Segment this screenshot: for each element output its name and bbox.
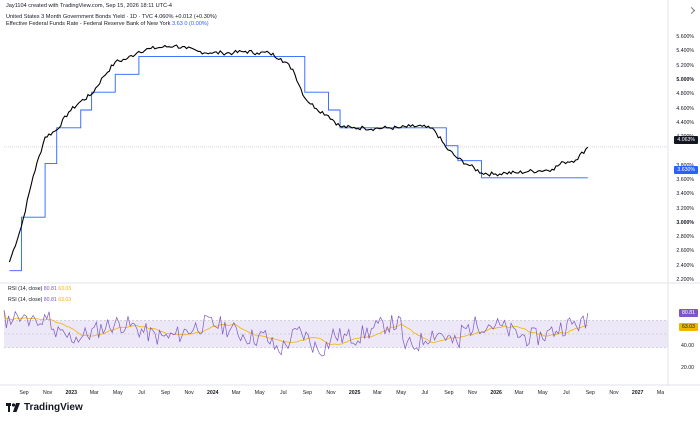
time-axis-label: Sep bbox=[19, 390, 29, 396]
price-axis-label: 5.600% bbox=[676, 34, 694, 41]
time-axis-label: Nov bbox=[609, 390, 619, 396]
series1-name: United States 3 Month Government Bonds Y… bbox=[6, 14, 153, 20]
price-axis-label: 5.000% bbox=[676, 77, 694, 83]
price-axis-label: 3.400% bbox=[676, 191, 694, 198]
time-axis-label: Jul bbox=[562, 390, 570, 396]
price-axis-label: 5.200% bbox=[676, 62, 694, 69]
time-axis-label: Mar bbox=[373, 390, 382, 396]
series1-legend: United States 3 Month Government Bonds Y… bbox=[6, 14, 217, 21]
rsi-label-1: RSI (14, close) 80.81 63.03 bbox=[8, 286, 72, 292]
price-axis-label: 3.800% bbox=[676, 163, 694, 169]
price-axis-label: 2.600% bbox=[676, 248, 694, 255]
time-axis-label: Mar bbox=[514, 390, 524, 396]
time-axis-label: Sep bbox=[585, 390, 595, 396]
series2-legend: Effective Federal Funds Rate - Federal R… bbox=[6, 21, 209, 28]
time-axis-label: Jul bbox=[280, 390, 287, 396]
time-axis-label: Nov bbox=[467, 390, 478, 396]
time-axis-label: Sep bbox=[444, 390, 454, 396]
time-axis-label: May bbox=[396, 390, 407, 396]
price-axis-label: 4.600% bbox=[676, 105, 694, 112]
time-axis-label: 2026 bbox=[490, 390, 502, 396]
time-axis-label: May bbox=[112, 390, 123, 396]
time-axis-label: Mar bbox=[89, 390, 99, 396]
series1-change: +0.012 (+0.30%) bbox=[175, 14, 217, 20]
time-axis-label: Nov bbox=[326, 390, 336, 396]
series2-name: Effective Federal Funds Rate - Federal R… bbox=[6, 21, 171, 27]
time-axis-label: Jul bbox=[421, 390, 429, 396]
creator-line: Jay1104 created with TradingView.com, Se… bbox=[6, 3, 173, 9]
time-axis-label: May bbox=[537, 390, 548, 396]
logo-text: TradingView bbox=[24, 402, 83, 413]
rsi-axis-20: 20.00 bbox=[681, 365, 694, 371]
tradingview-logo-icon bbox=[6, 403, 20, 412]
effr-tag: 3.630% bbox=[674, 166, 698, 174]
time-axis-label: Ma bbox=[656, 390, 665, 396]
tradingview-logo: TradingView bbox=[6, 402, 83, 413]
price-axis-label: 2.200% bbox=[676, 277, 694, 283]
rsi-line bbox=[3, 310, 589, 357]
series2-change: 0 (0.00%) bbox=[184, 21, 209, 27]
time-axis-label: Nov bbox=[184, 390, 194, 396]
time-axis-label: Mar bbox=[231, 390, 241, 396]
price-axis-label: 3.000% bbox=[676, 219, 694, 226]
series2-value: 3.63 bbox=[171, 21, 183, 27]
rsi-value-tag: 80.81 bbox=[679, 309, 698, 317]
rsi-ma-line bbox=[3, 310, 588, 346]
price-axis-label: 4.800% bbox=[676, 91, 694, 98]
time-axis-label: Sep bbox=[160, 390, 171, 396]
rsi-axis-40: 40.00 bbox=[681, 343, 694, 349]
time-axis-label: May bbox=[254, 390, 265, 396]
rsi-label-2: RSI (14, close) 80.81 63.03 bbox=[8, 297, 72, 303]
yield-series-line bbox=[8, 44, 589, 263]
price-axis-label: 5.400% bbox=[676, 48, 694, 55]
price-axis-label: 2.800% bbox=[676, 234, 694, 241]
current-yield-tag: 4.063% bbox=[674, 136, 698, 144]
price-axis-label: 4.400% bbox=[676, 119, 694, 126]
time-axis-label: 2024 bbox=[207, 390, 219, 396]
price-axis-label: 3.200% bbox=[676, 205, 694, 212]
time-axis-label: Nov bbox=[43, 390, 53, 396]
price-axis-label: 2.400% bbox=[676, 262, 694, 269]
time-axis-label: 2023 bbox=[65, 390, 78, 396]
price-axis-label: 3.600% bbox=[676, 177, 694, 183]
effr-series-line bbox=[9, 55, 588, 272]
time-axis-label: 2025 bbox=[348, 390, 361, 396]
time-axis-label: Jul bbox=[138, 390, 145, 396]
time-axis-label: 2027 bbox=[631, 390, 644, 396]
rsi-ma-tag: 63.03 bbox=[679, 323, 698, 331]
series1-value: 4.060% bbox=[154, 14, 174, 20]
time-axis-label: Sep bbox=[302, 390, 312, 396]
